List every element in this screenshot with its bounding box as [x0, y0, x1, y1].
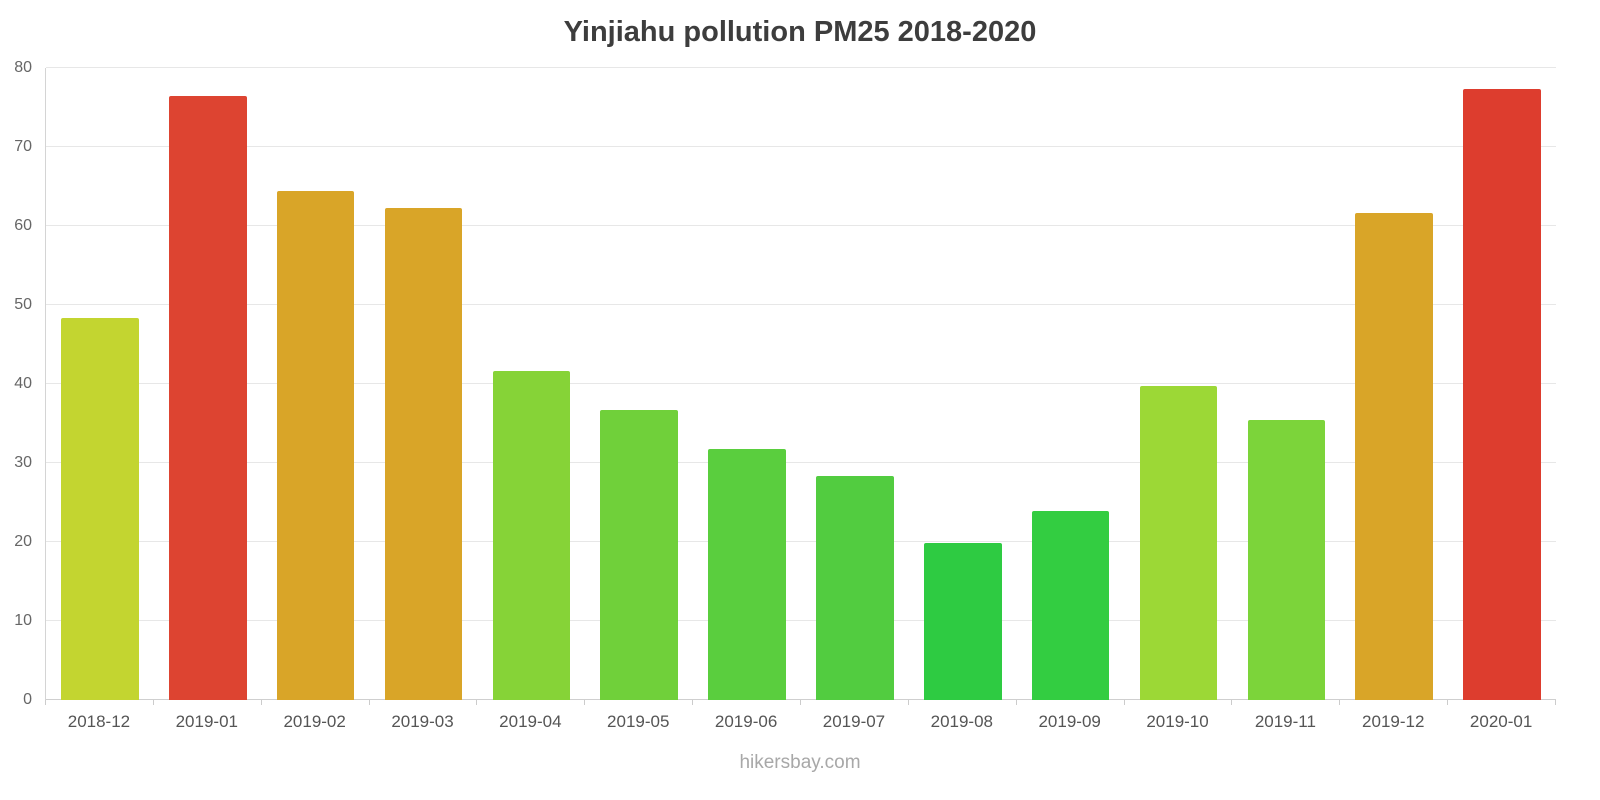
bar-slot	[909, 68, 1017, 700]
gridline-y-70	[46, 146, 1556, 147]
bar-2019-08	[923, 542, 1002, 700]
y-tick-label-50: 50	[14, 296, 32, 313]
gridline-y-60	[46, 225, 1556, 226]
bars-row	[46, 68, 1556, 700]
bar-2019-07	[816, 475, 894, 700]
gridline-y-30	[46, 462, 1556, 463]
bar-slot	[1448, 68, 1556, 700]
gridline-y-0	[46, 699, 1556, 700]
x-tick-label-2020-01: 2020-01	[1469, 712, 1533, 731]
y-tick-label-30: 30	[14, 454, 32, 471]
y-axis-labels: 0 10 20 30 40 50 60 70 80	[0, 59, 38, 708]
bar-slot	[477, 68, 585, 700]
bar-slot	[262, 68, 370, 700]
bar-slot	[693, 68, 801, 700]
x-tick-label-2019-07: 2019-07	[822, 712, 886, 731]
bar-slot	[370, 68, 478, 700]
x-axis-tick-mark	[692, 700, 694, 705]
bar-slot	[1232, 68, 1340, 700]
x-axis-tick-mark	[368, 700, 370, 705]
y-tick-label-60: 60	[14, 217, 32, 234]
bar-2019-10	[1139, 386, 1218, 700]
x-axis-tick-mark	[800, 700, 801, 705]
x-axis-tick-mark	[1555, 700, 1556, 705]
x-tick-label-2019-05: 2019-05	[607, 712, 670, 731]
x-tick-label-2019-08: 2019-08	[930, 712, 993, 731]
chart-title: Yinjiahu pollution PM25 2018-2020	[563, 16, 1037, 48]
x-tick-label-2019-06: 2019-06	[714, 712, 778, 731]
bar-slot	[585, 68, 693, 700]
y-tick-label-20: 20	[14, 533, 32, 550]
x-axis-tick-mark	[1231, 700, 1233, 705]
x-tick-label-2019-10: 2019-10	[1146, 712, 1209, 731]
x-axis-tick-mark	[1123, 700, 1125, 705]
bar-2019-12	[1355, 213, 1434, 700]
x-axis-tick-mark	[1015, 700, 1017, 705]
x-axis-tick-mark	[476, 700, 478, 705]
bar-slot	[154, 68, 262, 700]
bar-2018-12	[61, 317, 139, 700]
y-tick-label-70: 70	[14, 138, 32, 155]
bar-2019-05	[600, 410, 679, 700]
x-tick-label-2019-02: 2019-02	[283, 712, 346, 731]
bar-2019-09	[1031, 511, 1110, 700]
gridline-y-40	[46, 383, 1556, 384]
bar-2019-02	[276, 191, 355, 700]
x-axis-tick-mark	[1447, 700, 1449, 705]
bar-2019-04	[492, 371, 571, 700]
gridline-y-10	[46, 620, 1556, 621]
x-axis-ticks	[45, 700, 1556, 705]
plot-area	[45, 67, 1556, 700]
bar-slot	[1340, 68, 1448, 700]
bar-2019-03	[384, 207, 463, 700]
x-axis-tick-mark	[907, 700, 909, 705]
x-axis-labels: 2018-12 2019-01 2019-02 2019-03 2019-04 2019-…	[45, 712, 1555, 732]
x-tick-label-2019-03: 2019-03	[391, 712, 454, 731]
bar-2019-06	[708, 448, 786, 700]
gridline-y-50	[46, 304, 1556, 305]
x-tick-label-2019-01: 2019-01	[175, 712, 238, 731]
bar-slot	[1017, 68, 1125, 700]
x-tick-label-2019-11: 2019-11	[1254, 712, 1316, 731]
x-axis-tick-mark	[584, 700, 586, 705]
bar-slot	[1125, 68, 1233, 700]
x-tick-label-2019-09: 2019-09	[1038, 712, 1101, 731]
y-tick-label-0: 0	[23, 691, 32, 708]
gridline-y-80	[46, 67, 1556, 68]
source-attribution: hikersbay.com	[739, 752, 861, 773]
bar-2019-11	[1247, 420, 1326, 700]
x-axis-tick-mark	[1339, 700, 1341, 705]
y-tick-label-40: 40	[14, 375, 32, 392]
x-axis-tick-mark	[260, 700, 262, 705]
x-axis-tick-mark	[152, 700, 154, 705]
bar-slot	[46, 68, 154, 700]
bar-slot	[801, 68, 909, 700]
x-tick-label-2019-12: 2019-12	[1362, 712, 1425, 731]
bar-2019-01	[168, 96, 247, 700]
bar-2020-01	[1463, 89, 1541, 700]
x-tick-label-2018-12: 2018-12	[67, 712, 131, 731]
x-axis-tick-mark	[45, 700, 46, 705]
y-tick-label-10: 10	[14, 612, 32, 629]
x-tick-label-2019-04: 2019-04	[499, 712, 562, 731]
gridline-y-20	[46, 541, 1556, 542]
y-tick-label-80: 80	[14, 59, 32, 76]
